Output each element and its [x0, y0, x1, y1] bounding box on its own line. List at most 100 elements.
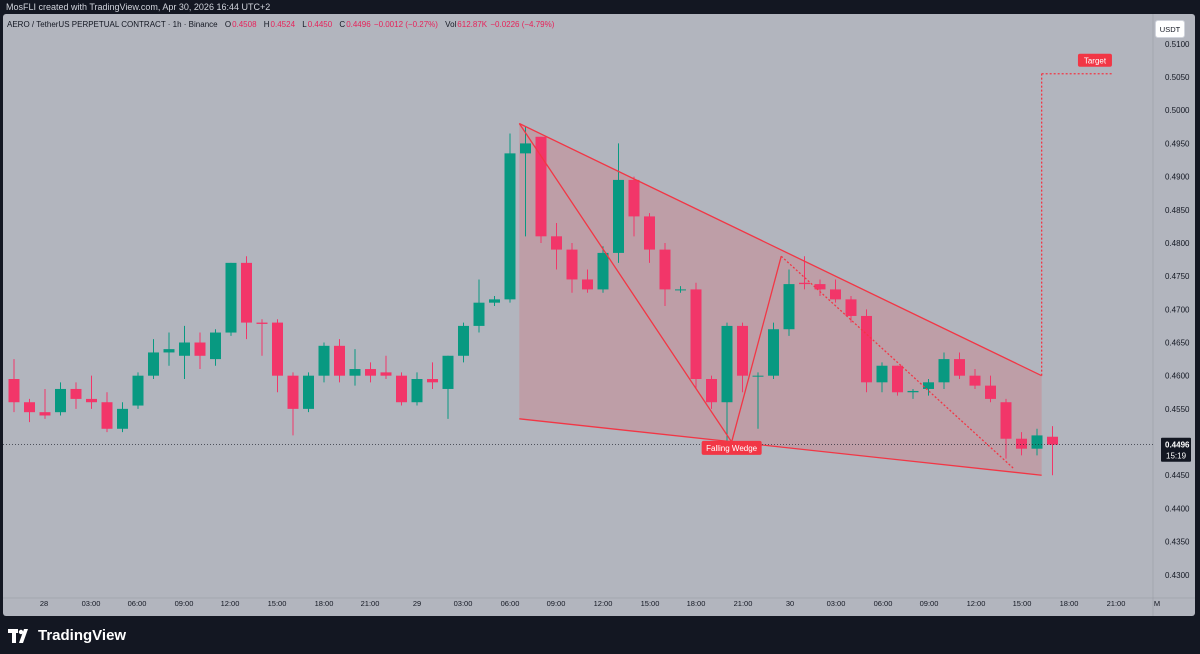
- time-tick-label: 03:00: [454, 599, 473, 608]
- candle-body: [24, 402, 35, 413]
- time-tick-label: 03:00: [82, 599, 101, 608]
- candle-body: [644, 216, 655, 250]
- candle-body: [365, 369, 376, 376]
- candle-body: [458, 325, 469, 356]
- candle-body: [613, 179, 624, 253]
- candle-body: [225, 262, 237, 333]
- candle-body: [210, 332, 221, 360]
- time-tick-label: 21:00: [734, 599, 753, 608]
- volume-change-value: −0.0226 (−4.79%): [490, 20, 555, 29]
- candles-group: [8, 126, 1058, 476]
- falling-wedge-label: Falling Wedge: [706, 444, 758, 453]
- candle-body: [783, 284, 795, 330]
- falling-wedge-label-box: [701, 440, 762, 455]
- price-tick-label: 0.4800: [1165, 239, 1190, 248]
- candle-body: [117, 408, 128, 429]
- price-tick-label: 0.4450: [1165, 471, 1190, 480]
- candle-body: [427, 379, 438, 383]
- candle-body: [985, 385, 996, 399]
- candle-body: [628, 179, 640, 217]
- symbol-legend: AERO / TetherUS PERPETUAL CONTRACT · 1h …: [7, 20, 554, 29]
- candle-body: [706, 379, 717, 403]
- candle-body: [70, 388, 82, 399]
- time-tick-label: 09:00: [547, 599, 566, 608]
- change-value: −0.0012 (−0.27%): [373, 20, 438, 29]
- time-tick-label: 06:00: [501, 599, 520, 608]
- wedge-lower-line: [519, 418, 1042, 476]
- time-tick-label: 18:00: [1060, 599, 1079, 608]
- candle-body: [876, 365, 888, 383]
- credit-bar: MosFLI created with TradingView.com, Apr…: [0, 0, 1200, 14]
- candle-body: [101, 402, 113, 429]
- price-tick-label: 0.4650: [1165, 339, 1190, 348]
- candle-body: [582, 279, 593, 290]
- candle-body: [721, 325, 733, 403]
- candle-body: [535, 136, 547, 237]
- price-tick-label: 0.5100: [1165, 40, 1190, 49]
- time-tick-label: 15:00: [268, 599, 287, 608]
- price-tick-label: 0.4400: [1165, 504, 1190, 513]
- time-tick-label: 28: [40, 599, 48, 608]
- candle-body: [907, 390, 919, 393]
- brand-name: TradingView: [38, 627, 127, 644]
- target-label-box: [1077, 53, 1112, 67]
- candlestick-chart[interactable]: 0.5100 0.5050 0.5000 0.4950 0.4900 0.4850 0.48…: [3, 14, 1195, 616]
- candle-body: [334, 345, 345, 376]
- candle-body: [861, 315, 872, 383]
- candle-body: [659, 249, 671, 290]
- last-price-badge: [1161, 437, 1191, 462]
- candle-body: [194, 342, 206, 356]
- currency-button[interactable]: USDT: [1155, 20, 1185, 38]
- time-tick-label: 21:00: [1107, 599, 1126, 608]
- tradingview-logo[interactable]: TradingView: [8, 627, 126, 644]
- candle-body: [938, 359, 950, 383]
- candle-body: [737, 325, 748, 376]
- open-value: 0.4508: [232, 20, 257, 29]
- time-tick-label: 12:00: [967, 599, 986, 608]
- candle-body: [272, 322, 283, 376]
- time-tick-label: 30: [786, 599, 794, 608]
- candle-body: [690, 289, 702, 379]
- candle-body: [86, 398, 97, 403]
- candle-body: [1016, 438, 1027, 449]
- candle-body: [830, 289, 841, 300]
- open-label: O: [224, 20, 232, 29]
- close-value: 0.4496: [346, 20, 371, 29]
- price-tick-label: 0.5050: [1165, 73, 1190, 82]
- target-label: Target: [1084, 57, 1107, 66]
- candle-body: [396, 375, 407, 403]
- candle-body: [768, 329, 779, 376]
- footer-bar: TradingView: [0, 616, 1200, 654]
- time-tick-label: 15:00: [1013, 599, 1032, 608]
- time-tick-label: 12:00: [594, 599, 613, 608]
- wedge-zigzag-line: [731, 256, 782, 443]
- time-tick-label: 09:00: [175, 599, 194, 608]
- candle-body: [566, 249, 578, 280]
- time-tick-label: 03:00: [827, 599, 846, 608]
- wedge-fill: [519, 123, 1042, 476]
- candle-body: [287, 375, 299, 409]
- chart-panel[interactable]: 0.5100 0.5050 0.5000 0.4950 0.4900 0.4850 0.48…: [3, 14, 1195, 616]
- low-label: L: [302, 20, 307, 29]
- candle-body: [163, 349, 175, 353]
- price-tick-label: 0.5000: [1165, 106, 1190, 115]
- time-tick-label: 18:00: [315, 599, 334, 608]
- candle-body: [597, 252, 609, 290]
- candle-body: [799, 282, 810, 285]
- time-tick-label: 29: [413, 599, 421, 608]
- high-value: 0.4524: [270, 20, 296, 29]
- price-tick-label: 0.4700: [1165, 305, 1190, 314]
- candle-body: [1031, 435, 1043, 449]
- candle-body: [969, 375, 981, 386]
- tradingview-icon: [8, 628, 28, 643]
- price-tick-label: 0.4600: [1165, 372, 1190, 381]
- candle-body: [675, 289, 686, 291]
- high-label: H: [263, 20, 270, 29]
- time-tick-label: 15:00: [641, 599, 660, 608]
- price-tick-label: 0.4350: [1165, 538, 1190, 547]
- candle-body: [132, 375, 144, 406]
- volume-value: 612.87K: [457, 20, 488, 29]
- candle-body: [442, 355, 454, 389]
- candle-body: [752, 375, 764, 377]
- price-tick-label: 0.4550: [1165, 405, 1190, 414]
